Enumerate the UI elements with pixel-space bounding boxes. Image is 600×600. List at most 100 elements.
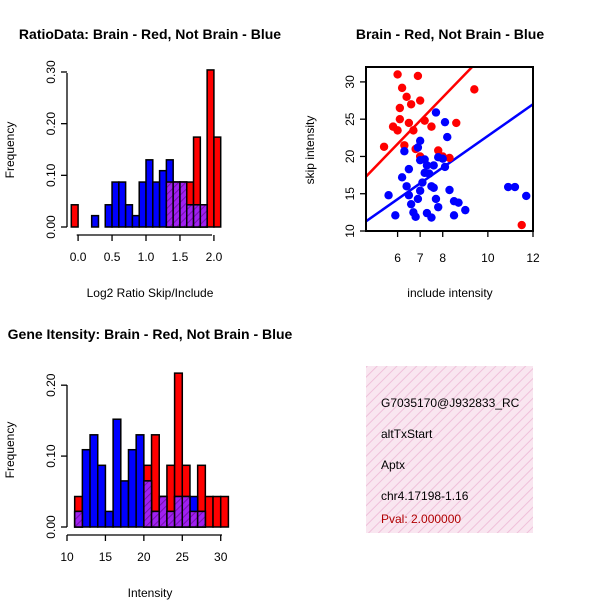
brain-bar-10 (212, 495, 222, 528)
overlap-bar-11 (158, 495, 168, 528)
xtick-label: 2.0 (206, 250, 223, 264)
not-brain-point-28 (449, 211, 459, 220)
not-brain-point-40 (522, 191, 531, 201)
ytick-label: 30 (343, 75, 357, 89)
scatter-xlabel: include intensity (407, 286, 492, 300)
not-brain-point-34 (404, 164, 414, 174)
overlap-bar-10 (150, 510, 160, 528)
xtick-label: 10 (60, 550, 74, 564)
brain-point-17 (517, 220, 526, 230)
not-brain-point-21 (427, 213, 436, 222)
not-brain-point-32 (440, 117, 450, 127)
not-brain-bar-6 (138, 181, 147, 228)
brain-point-8 (420, 116, 429, 125)
not-brain-point-2 (397, 173, 407, 182)
not-brain-bar-3 (96, 464, 107, 528)
brain-point-14 (445, 153, 454, 163)
info-location: chr4.17198-1.16 (381, 489, 469, 503)
not-brain-bar-7 (145, 159, 154, 228)
not-brain-point-17 (429, 183, 438, 192)
not-brain-bar-5 (112, 418, 122, 528)
overlap-bar-11 (172, 181, 181, 228)
brain-point-21 (388, 122, 398, 131)
not-brain-bar-4 (124, 204, 134, 228)
brain-point-9 (427, 122, 436, 131)
xtick-label: 6 (394, 251, 401, 265)
overlap-bar-0 (73, 510, 84, 528)
xtick-label: 0.0 (70, 250, 87, 264)
info-pval: Pval: 2.000000 (381, 512, 461, 526)
xtick-label: 15 (99, 550, 113, 564)
ytick-label: 0.00 (44, 515, 58, 539)
brain-bar-0 (70, 204, 79, 228)
not-brain-point-1 (391, 211, 400, 220)
ytick-label: 0.20 (44, 373, 58, 397)
ytick-label: 0.10 (44, 444, 58, 468)
info-panel: G7035170@J932833_RC altTxStart Aptx chr4… (366, 366, 533, 533)
overlap-bar-13 (186, 204, 195, 228)
not-brain-bar-8 (152, 181, 161, 228)
xtick-label: 0.5 (104, 250, 121, 264)
brain-point-6 (404, 118, 414, 128)
xtick-label: 25 (176, 550, 190, 564)
intensity-histogram: Gene Itensity: Brain - Red, Not Brain - … (3, 326, 293, 600)
scatter-title: Brain - Red, Not Brain - Blue (356, 26, 544, 42)
not-brain-point-29 (454, 198, 463, 207)
scatter-frame (365, 66, 534, 232)
not-brain-bar-8 (135, 434, 145, 528)
not-brain-point-30 (461, 205, 470, 215)
not-brain-bar-6 (120, 480, 130, 528)
xtick-label: 10 (481, 251, 495, 265)
overlap-bar-14 (181, 495, 191, 528)
not-brain-point-38 (503, 182, 513, 192)
not-brain-bar-7 (127, 448, 137, 528)
red-fit-line (366, 67, 473, 178)
brain-bar-11 (219, 495, 230, 528)
not-brain-bar-2 (111, 181, 120, 228)
brain-point-15 (452, 118, 461, 128)
brain-bar-9 (204, 495, 214, 528)
brain-point-23 (379, 142, 389, 151)
brain-point-12 (434, 146, 443, 155)
not-brain-point-24 (438, 154, 447, 163)
not-brain-point-19 (434, 202, 443, 212)
not-brain-point-0 (384, 191, 393, 200)
brain-point-0 (393, 70, 402, 79)
brain-point-3 (406, 100, 416, 109)
not-brain-point-39 (510, 182, 520, 192)
not-brain-bar-4 (104, 510, 114, 528)
not-brain-point-33 (431, 108, 441, 117)
not-brain-point-14 (422, 161, 432, 170)
scatter-ylabel: skip intensity (303, 116, 317, 185)
not-brain-point-8 (413, 194, 423, 204)
not-brain-point-25 (440, 162, 450, 172)
intensity-hist-xlabel: Intensity (128, 586, 173, 600)
ytick-label: 20 (343, 149, 357, 163)
intensity-hist-ylabel: Frequency (3, 422, 17, 479)
not-brain-bar-1 (104, 204, 113, 228)
not-brain-point-37 (413, 143, 423, 152)
not-brain-point-22 (429, 161, 438, 170)
ratio-hist-ylabel: Frequency (3, 122, 17, 179)
not-brain-point-31 (443, 132, 452, 142)
intensity-scatter: Brain - Red, Not Brain - Blue 10 15 20 25 30… (303, 26, 544, 300)
xtick-label: 7 (417, 251, 424, 265)
not-brain-bar-0 (90, 214, 100, 228)
not-brain-point-36 (415, 136, 425, 145)
info-panel-background (366, 366, 533, 533)
ytick-label: 0.00 (44, 215, 58, 239)
not-brain-bar-2 (89, 434, 99, 528)
overlap-bar-10 (165, 181, 174, 228)
not-brain-bar-5 (131, 214, 140, 228)
xtick-label: 30 (214, 550, 228, 564)
not-brain-point-10 (418, 178, 427, 187)
not-brain-bar-9 (158, 169, 168, 228)
brain-bar-8 (213, 136, 222, 228)
overlap-bar-16 (196, 510, 207, 528)
brain-bar-7 (206, 69, 215, 228)
not-brain-point-35 (400, 147, 409, 156)
overlap-bar-9 (143, 480, 153, 528)
overlap-bar-14 (192, 204, 202, 228)
ytick-label: 15 (343, 187, 357, 201)
